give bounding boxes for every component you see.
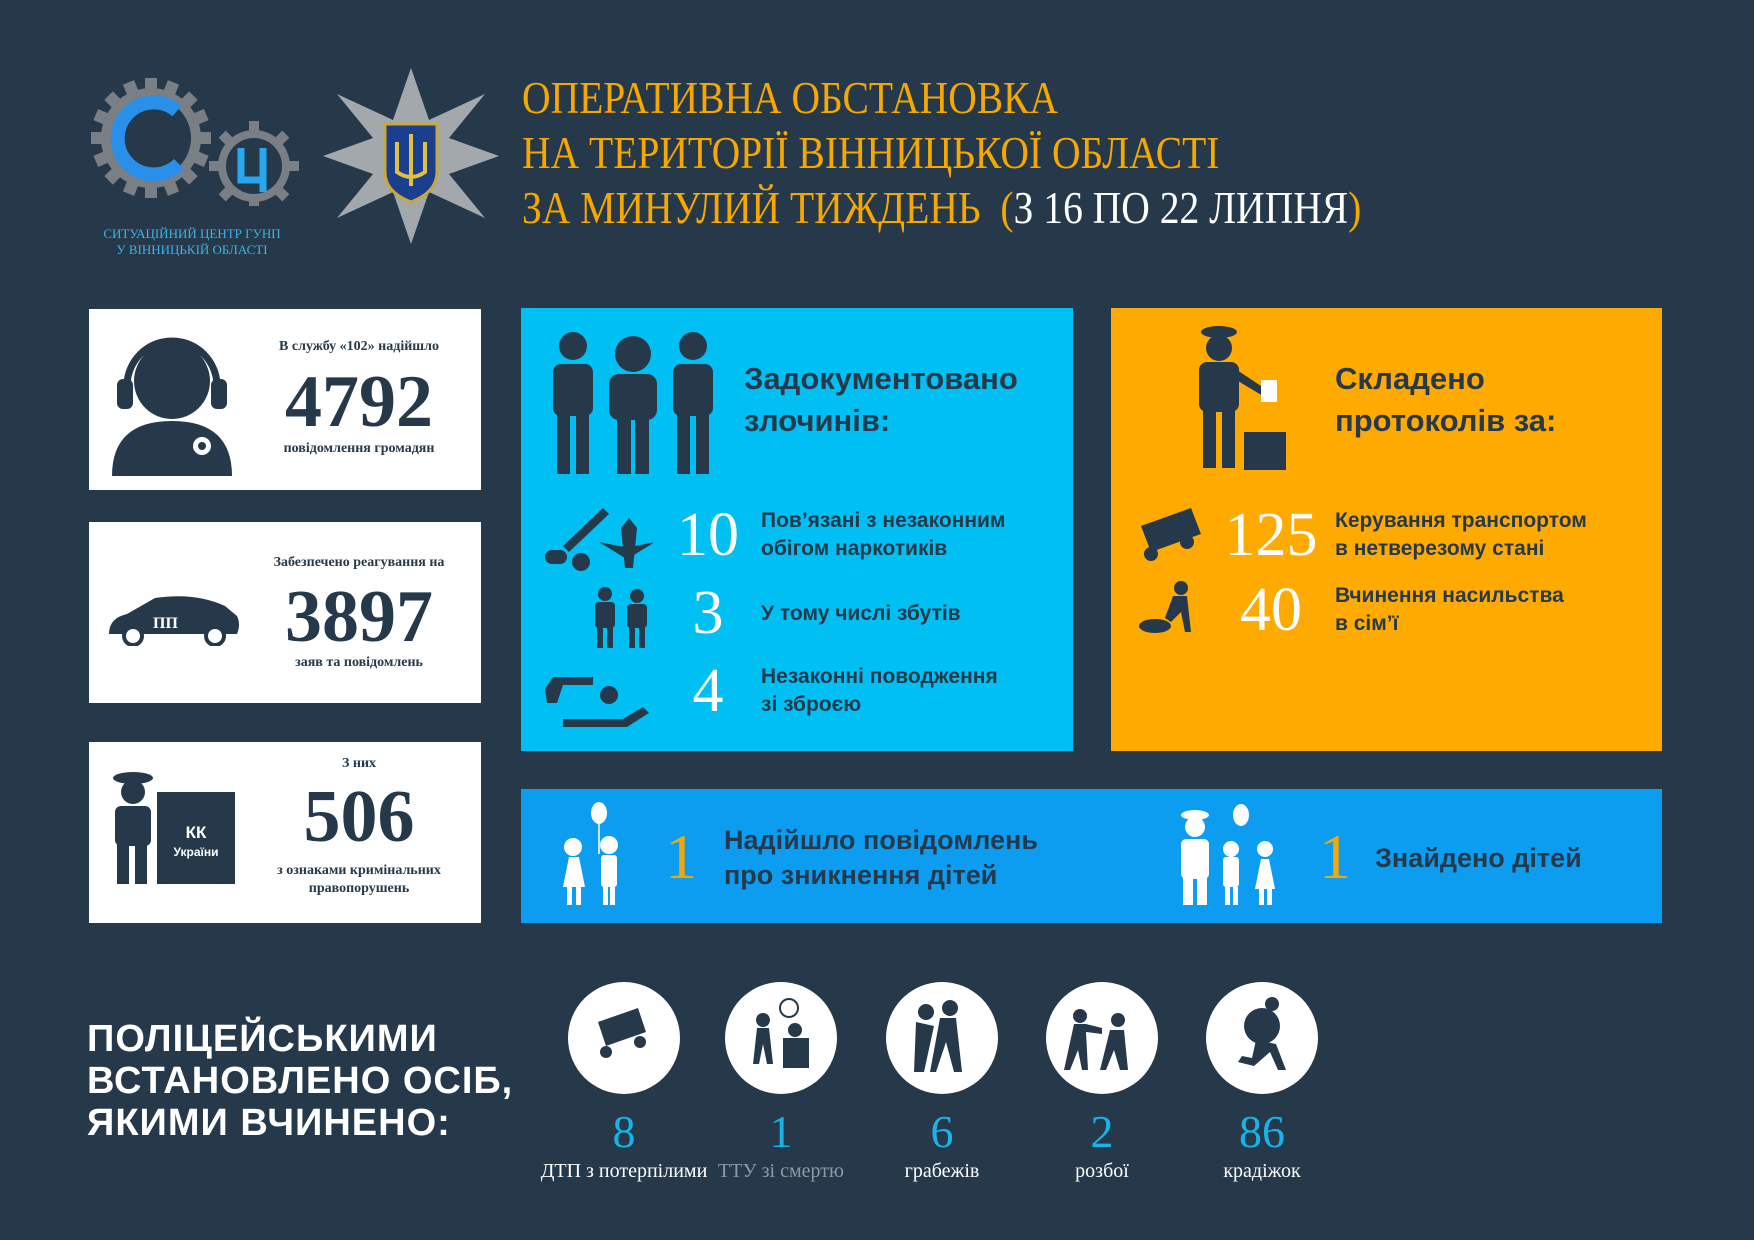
criminal-offences-card: КК України З них 506 з ознаками криміналь… <box>89 742 481 923</box>
car-crash-icon-circle <box>568 982 680 1094</box>
crimes-drugs-value: 10 <box>677 501 739 569</box>
assault-icon <box>753 998 809 1068</box>
card-sub: з ознаками кримінальних правопорушень <box>277 863 441 896</box>
drugs-icon <box>545 508 653 571</box>
children-panel: 1 Надійшло повідомлень про зникнення діте… <box>521 789 1662 923</box>
card-sub: заяв та повідомлень <box>295 655 423 670</box>
page-title: ОПЕРАТИВНА ОБСТАНОВКА НА ТЕРИТОРІЇ ВІННИЦ… <box>522 72 1362 233</box>
robbery-icon-circle <box>886 982 998 1094</box>
situation-center-logo <box>91 78 299 206</box>
overturned-car-icon <box>1141 508 1201 561</box>
police-badge-emblem <box>323 68 499 244</box>
protocols-violence-value: 40 <box>1240 576 1302 644</box>
robbery-icon <box>914 1000 962 1072</box>
children-balloon-icon <box>563 802 618 905</box>
calls-102-card: В службу «102» надійшло 4792 повідомленн… <box>89 309 481 490</box>
found-children-value: 1 <box>1319 821 1351 892</box>
police-arrest-icon <box>553 332 713 474</box>
crimes-dealing-value: 3 <box>692 579 724 647</box>
thief-icon-circle <box>1206 982 1318 1094</box>
domestic-violence-icon <box>1139 581 1191 633</box>
headset-operator-icon <box>112 337 232 476</box>
crimes-panel: Задокументовано злочинів: 10 Пов’язані з … <box>521 308 1073 751</box>
established-value: 8 <box>612 1106 636 1157</box>
missing-children-value: 1 <box>665 821 697 892</box>
card-value: 4792 <box>285 361 433 443</box>
established-label: крадіжок <box>1223 1160 1301 1182</box>
armed-robbery-icon-circle <box>1046 982 1158 1094</box>
protocols-drunk-value: 125 <box>1224 501 1318 569</box>
missing-children-text: Надійшло повідомлень про зникнення дітей <box>724 825 1038 890</box>
police-criminal-code-icon: КК України <box>113 772 235 884</box>
svg-text:ПП: ПП <box>153 615 178 632</box>
protocols-drunk-text: Керування транспортом в нетверезому стані <box>1335 509 1587 560</box>
assault-icon-circle <box>725 982 837 1094</box>
established-value: 2 <box>1090 1106 1114 1157</box>
armed-robbery-icon <box>1064 1009 1128 1070</box>
card-label: Забезпечено реагування на <box>273 555 445 570</box>
crimes-drugs-text: Пов’язані з незаконним обігом наркотиків <box>761 509 1006 560</box>
card-label: В службу «102» надійшло <box>279 339 439 354</box>
established-value: 1 <box>769 1106 793 1157</box>
established-label: ДТП з потерпілими <box>540 1160 708 1182</box>
svg-text:КК: КК <box>186 823 207 842</box>
protocols-violence-text: Вчинення насильства в сім’ї <box>1335 584 1564 635</box>
protocols-panel: Складено протоколів за: 125 Керування тра… <box>1111 308 1662 751</box>
crimes-weapons-text: Незаконні поводження зі зброєю <box>761 665 998 716</box>
weapons-icon <box>545 677 649 727</box>
established-label: ТТУ зі смертю <box>718 1160 844 1182</box>
thief-icon <box>1238 997 1286 1070</box>
card-value: 3897 <box>285 576 433 658</box>
police-officer-documents-icon <box>1199 326 1286 470</box>
established-label: розбої <box>1075 1160 1129 1182</box>
car-crash-icon <box>598 1008 646 1058</box>
crimes-weapons-value: 4 <box>692 657 724 725</box>
card-label: З них <box>341 756 377 771</box>
crimes-dealing-text: У тому числі збутів <box>761 602 961 625</box>
protocols-heading: Складено протоколів за: <box>1335 361 1557 438</box>
police-children-icon <box>1181 804 1275 905</box>
card-value: 506 <box>303 776 415 858</box>
responses-card: ПП Забезпечено реагування на 3897 заяв т… <box>89 522 481 703</box>
established-heading: ПОЛІЦЕЙСЬКИМИ ВСТАНОВЛЕНО ОСІБ, ЯКИМИ ВЧИН… <box>87 1018 514 1144</box>
established-value: 6 <box>930 1106 954 1157</box>
logo-caption: СИТУАЦІЙНИЙ ЦЕНТР ГУНП У ВІННИЦЬКІЙ ОБЛАС… <box>103 226 281 257</box>
established-value: 86 <box>1239 1106 1285 1157</box>
police-car-icon: ПП <box>109 596 239 646</box>
established-label: грабежів <box>904 1160 980 1182</box>
found-children-text: Знайдено дітей <box>1375 843 1582 873</box>
crimes-heading: Задокументовано злочинів: <box>744 361 1018 438</box>
svg-text:України: України <box>173 845 218 859</box>
drug-dealing-icon <box>595 587 647 648</box>
card-sub: повідомлення громадян <box>283 441 435 456</box>
